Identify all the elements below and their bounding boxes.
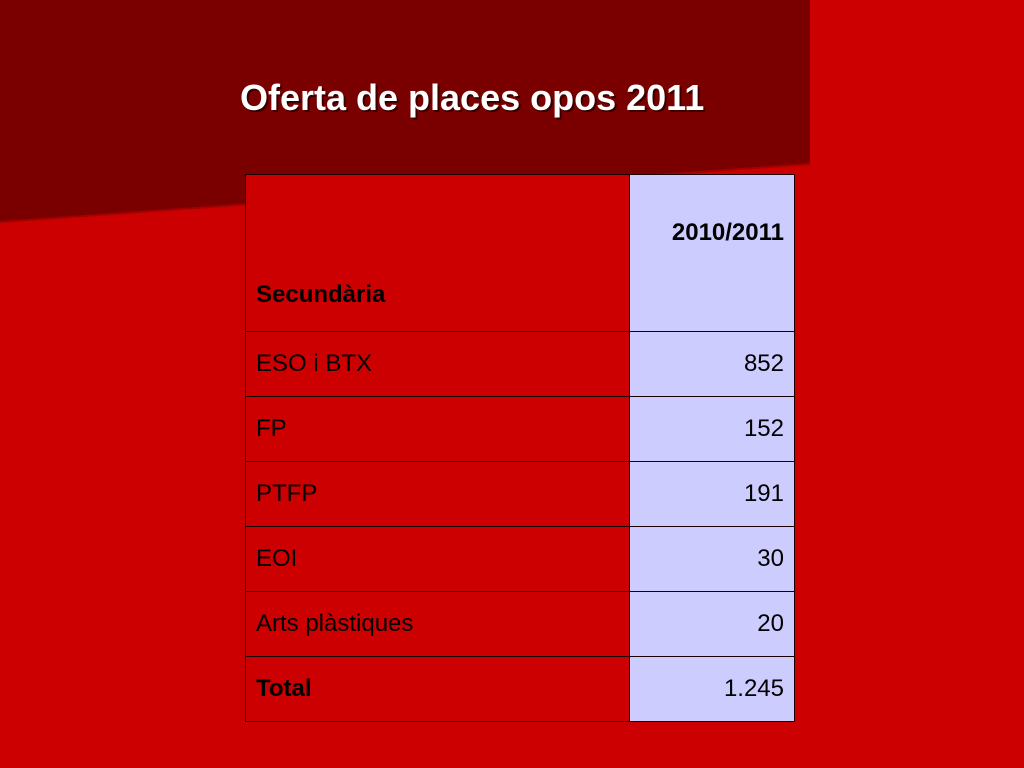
header-label-cell: Secundària: [245, 174, 630, 332]
header-value-cell: 2010/2011: [628, 174, 796, 332]
row-value: 191: [628, 461, 796, 527]
table-header-row: Secundària 2010/2011: [245, 174, 796, 332]
row-label: ESO i BTX: [245, 331, 630, 397]
table-row: ESO i BTX 852: [245, 331, 796, 397]
row-value: 20: [628, 591, 796, 657]
row-value: 852: [628, 331, 796, 397]
table-total-row: Total 1.245: [245, 656, 796, 722]
row-label: FP: [245, 396, 630, 462]
total-label: Total: [245, 656, 630, 722]
dark-red-band: [0, 0, 810, 222]
row-value: 30: [628, 526, 796, 592]
places-table: Secundària 2010/2011 ESO i BTX 852 FP 15…: [245, 174, 796, 722]
row-label: PTFP: [245, 461, 630, 527]
table-row: FP 152: [245, 396, 796, 462]
total-value: 1.245: [628, 656, 796, 722]
table-row: Arts plàstiques 20: [245, 591, 796, 657]
row-label: Arts plàstiques: [245, 591, 630, 657]
table-row: PTFP 191: [245, 461, 796, 527]
row-label: EOI: [245, 526, 630, 592]
slide-title: Oferta de places opos 2011: [240, 77, 705, 118]
table-row: EOI 30: [245, 526, 796, 592]
row-value: 152: [628, 396, 796, 462]
